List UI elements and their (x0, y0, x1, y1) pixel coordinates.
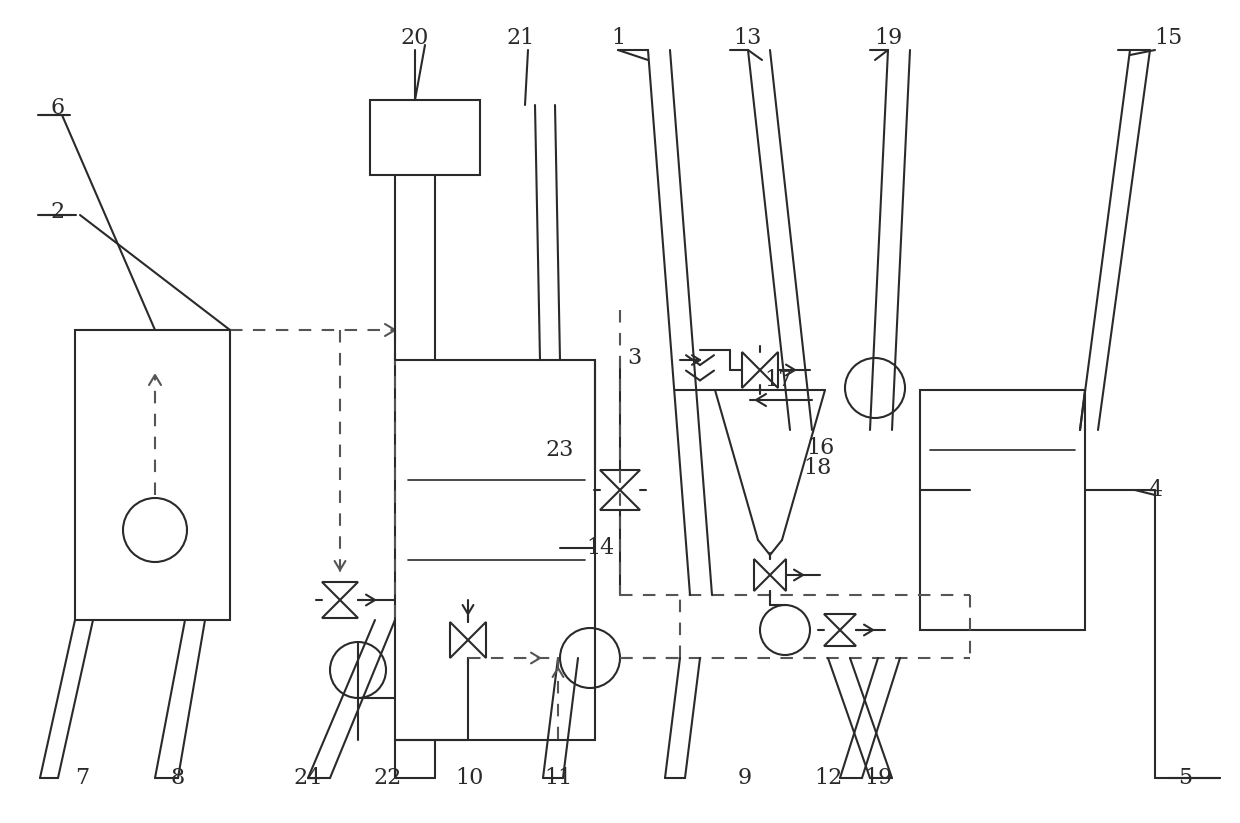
Text: 1: 1 (611, 27, 625, 49)
Text: 5: 5 (1178, 767, 1192, 789)
Text: 19: 19 (864, 767, 892, 789)
Text: 17: 17 (764, 369, 792, 391)
Text: 10: 10 (456, 767, 484, 789)
Text: 13: 13 (734, 27, 763, 49)
Text: 23: 23 (546, 439, 574, 461)
Text: 19: 19 (874, 27, 903, 49)
Text: 14: 14 (585, 537, 614, 559)
Text: 7: 7 (74, 767, 89, 789)
Text: 24: 24 (294, 767, 322, 789)
Text: 11: 11 (544, 767, 572, 789)
Text: 21: 21 (507, 27, 536, 49)
Bar (396, 360, 595, 740)
Text: 2: 2 (51, 201, 64, 223)
Bar (370, 100, 480, 175)
Bar (920, 390, 1085, 630)
Text: 4: 4 (1148, 479, 1162, 501)
Bar (74, 330, 229, 620)
Text: 15: 15 (1154, 27, 1182, 49)
Text: 20: 20 (401, 27, 429, 49)
Text: 12: 12 (813, 767, 842, 789)
Text: 22: 22 (374, 767, 402, 789)
Text: 3: 3 (627, 347, 641, 369)
Text: 18: 18 (804, 457, 832, 479)
Text: 8: 8 (171, 767, 185, 789)
Text: 9: 9 (738, 767, 753, 789)
Text: 6: 6 (51, 97, 64, 119)
Text: 16: 16 (806, 437, 835, 459)
